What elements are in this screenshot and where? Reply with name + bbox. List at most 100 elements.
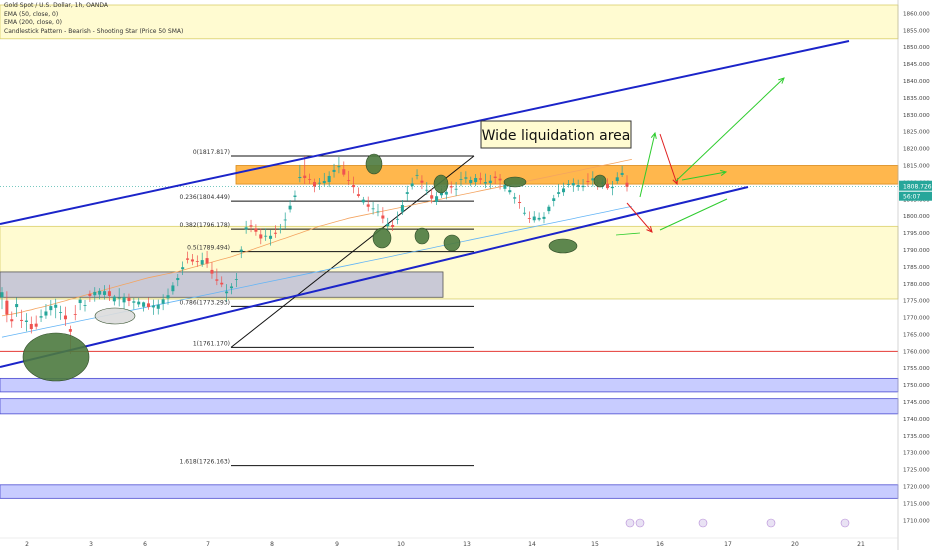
annotation-text: Wide liquidation area <box>482 128 631 144</box>
candle <box>5 291 9 323</box>
candle <box>210 262 214 279</box>
candle <box>215 268 219 286</box>
candle <box>586 173 590 187</box>
candle <box>317 178 321 190</box>
candle <box>117 288 121 307</box>
candle-body <box>49 306 53 311</box>
candle-body <box>78 299 82 304</box>
candle <box>63 306 67 327</box>
candle <box>322 172 326 187</box>
candle-body <box>200 260 204 265</box>
fib-level-label: 0.236(1804.449) <box>180 194 231 201</box>
candle-body <box>366 204 370 207</box>
candle-body <box>527 218 531 220</box>
y-tick-label: 1860.000 <box>903 11 930 17</box>
candle <box>161 294 165 311</box>
y-tick-label: 1820.000 <box>903 147 930 153</box>
y-tick-label: 1730.000 <box>903 451 930 457</box>
candle-body <box>391 224 395 228</box>
top-supply-zone <box>0 4 899 40</box>
candle <box>98 288 102 300</box>
y-tick-label: 1795.000 <box>903 231 930 237</box>
candle-body <box>137 301 141 305</box>
candle-body <box>464 177 468 179</box>
candle <box>342 161 346 177</box>
economic-event-icon[interactable] <box>766 518 776 528</box>
candle-body <box>620 172 624 175</box>
blue-zone-3 <box>0 484 899 499</box>
indicator-pattern: Candlestick Pattern - Bearish - Shooting… <box>4 27 184 35</box>
candle-body <box>317 182 321 184</box>
candle <box>44 304 48 319</box>
candle <box>171 282 175 295</box>
x-tick-label: 20 <box>791 541 799 548</box>
x-tick-label: 8 <box>270 541 274 548</box>
y-tick-label: 1720.000 <box>903 485 930 491</box>
candle-body <box>293 195 297 197</box>
candle <box>132 297 136 310</box>
candle-body <box>171 285 175 292</box>
candle-body <box>566 184 570 185</box>
candle-body <box>195 261 199 262</box>
candle-body <box>352 185 356 188</box>
candle-body <box>161 299 165 304</box>
top-ellipse-marker-3 <box>503 176 527 188</box>
candle <box>576 179 580 191</box>
indicator-ema200: EMA (200, close, 0) <box>4 19 63 26</box>
economic-event-icon[interactable] <box>698 518 708 528</box>
candle <box>352 176 356 194</box>
liquidation-zone <box>235 165 899 185</box>
candle-body <box>371 208 375 210</box>
candle-body <box>537 217 541 220</box>
candle <box>195 255 199 267</box>
candle <box>493 171 497 185</box>
y-tick-label: 1750.000 <box>903 383 930 389</box>
candle <box>449 181 453 194</box>
candle <box>557 184 561 198</box>
candle <box>88 290 92 303</box>
candle-body <box>269 235 273 239</box>
candle-body <box>395 218 400 220</box>
x-tick-label: 9 <box>335 541 339 548</box>
candle-body <box>83 305 87 306</box>
candle-body <box>312 182 317 187</box>
candle-body <box>479 178 483 180</box>
candle <box>137 297 141 308</box>
candle <box>542 212 546 224</box>
candle <box>405 185 409 201</box>
candle <box>93 287 97 302</box>
candle <box>259 228 263 245</box>
blue-zone-2 <box>0 398 899 415</box>
candle-body <box>186 258 190 260</box>
candle <box>186 251 190 264</box>
candle-body <box>327 175 331 183</box>
candle <box>459 171 463 187</box>
candle <box>547 204 551 215</box>
candle-body <box>337 166 341 168</box>
candle <box>498 173 502 190</box>
candle <box>356 187 360 198</box>
top-ellipse-marker-4 <box>593 174 607 188</box>
candle <box>483 173 487 189</box>
candle <box>474 173 478 187</box>
y-tick-label: 1755.000 <box>903 366 930 372</box>
countdown-label: 56:07 <box>903 194 920 201</box>
y-tick-label: 1775.000 <box>903 299 930 305</box>
economic-event-icon[interactable] <box>635 518 645 528</box>
candle <box>142 301 146 312</box>
economic-event-icon[interactable] <box>840 518 850 528</box>
candle-body <box>557 192 561 194</box>
candle-body <box>215 279 219 281</box>
candle <box>166 288 170 305</box>
candle <box>254 224 258 236</box>
candle <box>78 297 82 311</box>
red-arrow-down-2 <box>626 202 653 233</box>
candle-body <box>376 211 380 213</box>
candle <box>371 201 375 215</box>
candle-body <box>24 320 28 322</box>
candle-body <box>435 196 439 202</box>
candle-body <box>576 185 580 187</box>
x-tick-label: 7 <box>206 541 210 548</box>
economic-event-icon[interactable] <box>625 518 635 528</box>
fib-trend-line <box>230 155 475 348</box>
